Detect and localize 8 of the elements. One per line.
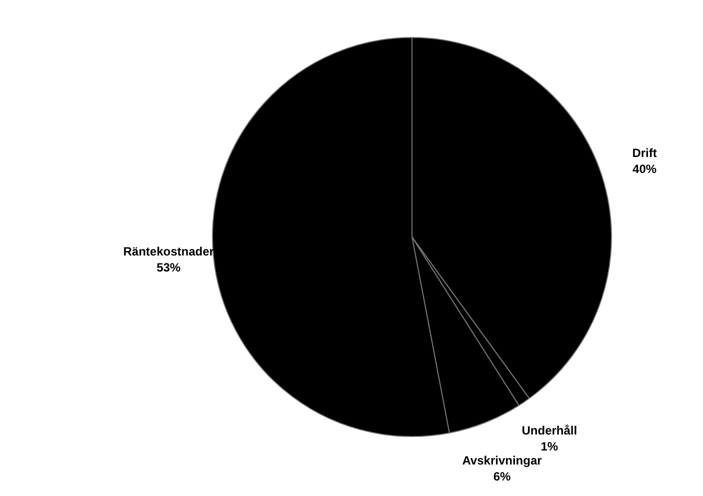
slice-label: Avskrivningar (462, 454, 542, 468)
data-label: 6% (493, 470, 512, 484)
slice-label: Räntekostnader (123, 244, 214, 258)
slice-label: Drift (632, 146, 657, 160)
data-label: 40% (632, 162, 657, 176)
data-label: 53% (156, 260, 181, 274)
data-label: 1% (540, 440, 558, 454)
slice-label: Underhåll (522, 424, 578, 438)
